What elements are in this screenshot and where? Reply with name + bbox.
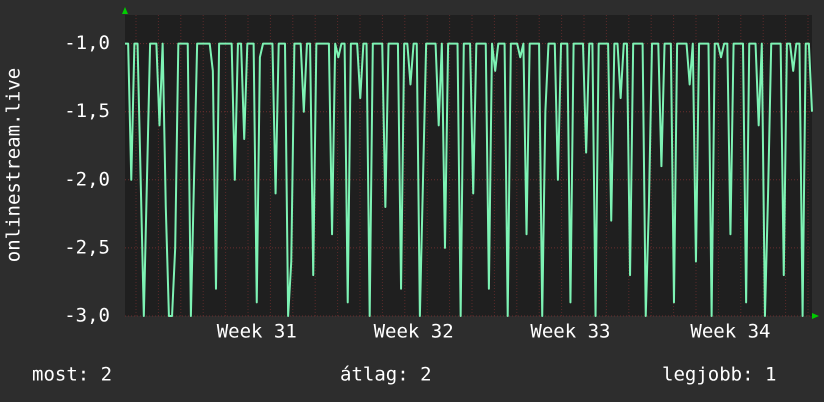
x-tick-label: Week 31 [217,321,297,343]
x-tick-label: Week 34 [690,321,770,343]
y-tick-label: -3,0 [64,305,110,327]
x-axis-arrow [812,313,819,319]
footer-average: átlag: 2 [340,364,432,386]
y-axis-arrow [122,7,128,14]
y-tick-label: -2,5 [64,236,110,258]
y-tick-label: -1,5 [64,100,110,122]
y-axis-label: onlinestream.live [3,68,25,262]
y-tick-label: -2,0 [64,168,110,190]
x-tick-label: Week 33 [530,321,610,343]
footer-current: most: 2 [32,364,112,386]
data-line [125,42,813,317]
y-tick-label: -1,0 [64,32,110,54]
x-tick-label: Week 32 [374,321,454,343]
footer-best: legjobb: 1 [662,364,776,386]
